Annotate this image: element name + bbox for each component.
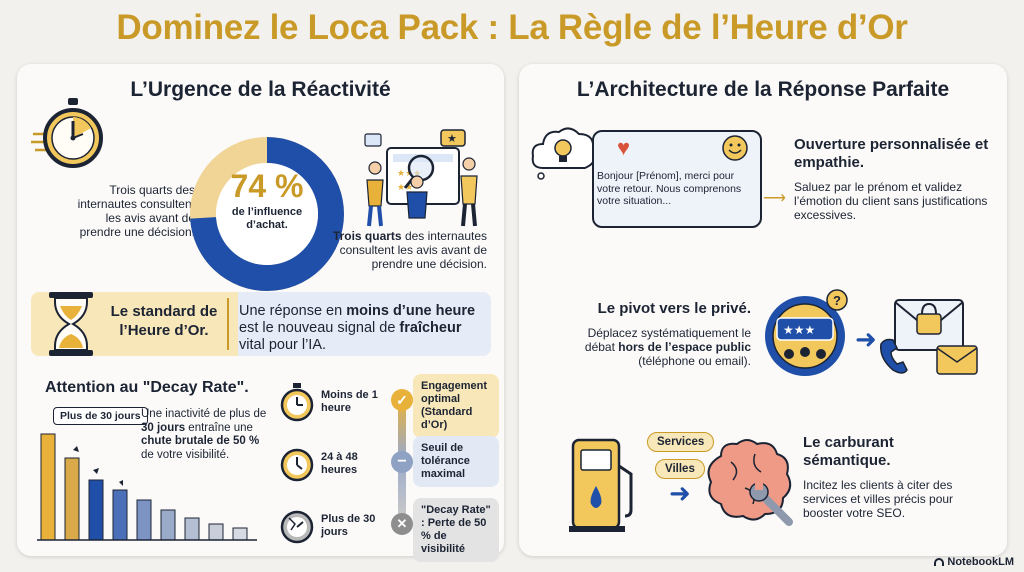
tag-villes: Villes — [655, 459, 705, 479]
clock-icon — [280, 448, 314, 482]
people-reviewing-illustration: ★★★ ★★ ★ — [364, 129, 478, 227]
s1-title: Ouverture personnalisée et empathie. — [794, 136, 989, 171]
stat-value: 74 % — [230, 168, 304, 204]
timeline-status: Engagement optimal (Standard d’Or) — [413, 374, 499, 438]
gold-standard-divider — [227, 298, 229, 350]
timeline: Moins de 1 heure ✓ Engagement optimal (S… — [275, 374, 499, 562]
decay-text-1: Une inactivité de plus de — [141, 408, 267, 420]
svg-text:★: ★ — [447, 133, 457, 145]
timeline-status: "Decay Rate" : Perte de 50 % de visibili… — [413, 498, 499, 562]
stopwatch-icon — [31, 98, 103, 168]
arrow-right-icon: ⟶ — [763, 190, 786, 207]
s3-text: Incitez les clients à citer des services… — [803, 478, 954, 520]
decay-text-2: entraîne une — [185, 421, 253, 434]
timeline-time: Moins de 1 heure — [321, 389, 378, 414]
brand-name: NotebookLM — [947, 556, 1014, 568]
s2-text: Déplacez systématiquement le débat hors … — [569, 326, 751, 368]
x-icon: ✕ — [391, 513, 413, 535]
broken-clock-icon — [280, 510, 314, 544]
gold-text-3: vital pour l’IA. — [239, 337, 327, 353]
left-panel-title: L’Urgence de la Réactivité — [130, 78, 391, 101]
decay-text: Une inactivité de plus de 30 jours entra… — [141, 408, 269, 462]
fuel-pump-icon — [569, 438, 633, 532]
smiley-icon — [722, 135, 748, 161]
public-reviews-icon: ★★★ ? — [765, 289, 848, 376]
s1-text: Saluez par le prénom et validez l’émotio… — [794, 180, 988, 222]
timeline-row: Plus de 30 jours ✕ "Decay Rate" : Perte … — [275, 498, 499, 562]
arrow-right-icon: ➜ — [669, 478, 691, 508]
stat-right-bold: Trois quarts — [332, 229, 402, 243]
notebook-icon — [934, 558, 945, 566]
stat-left-text: Trois quarts des internautes consultent … — [77, 183, 195, 239]
stopwatch-icon — [280, 383, 314, 422]
timeline-row: 24 à 48 heures − Seuil de tolérance maxi… — [275, 436, 499, 490]
arrow-right-icon: ➜ — [855, 324, 877, 354]
right-panel-title: L’Architecture de la Réponse Parfaite — [576, 78, 950, 101]
decay-bar-chart — [37, 433, 257, 541]
stat-right-text: Trois quarts des internautes consultent … — [313, 229, 487, 271]
idea-cloud-icon — [531, 127, 596, 180]
svg-text:★★★: ★★★ — [783, 323, 815, 337]
gold-text-bold-2: fraîcheur — [399, 320, 462, 336]
gold-text-2: est le nouveau signal de — [239, 320, 400, 336]
heart-icon: ♥ — [617, 135, 631, 160]
stat-right-rest: des internautes consultent les avis avan… — [339, 229, 487, 271]
gold-text-bold-1: moins d’une heure — [346, 303, 476, 319]
hourglass-icon — [49, 292, 93, 356]
brand-logo: NotebookLM — [934, 556, 1014, 568]
gold-standard-label: Le standard de l’Heure d’Or. — [110, 303, 218, 339]
decay-text-3: de votre visibilité. — [141, 448, 230, 461]
left-panel: L’Urgence de la Réactivité Trois quarts … — [17, 64, 504, 562]
private-contact-icon — [880, 299, 978, 375]
decay-text-bold-2: chute brutale de 50 % — [141, 435, 260, 447]
stat-caption: de l’influence d’achat. — [231, 206, 303, 231]
gold-standard-text: Une réponse en moins d’une heure est le … — [239, 303, 489, 354]
s2-text-2: (téléphone ou email). — [638, 354, 751, 368]
timeline-time: Plus de 30 jours — [321, 513, 376, 538]
s2-text-1: Déplacez systématiquement le débat — [584, 326, 751, 354]
tag-services: Services — [647, 432, 715, 452]
timeline-status: Seuil de tolérance maximal — [413, 436, 499, 487]
s3-title: Le carburant sémantique. — [803, 434, 894, 469]
reply-bubble-text: Bonjour [Prénom], merci pour votre retou… — [597, 170, 742, 207]
s2-text-bold: hors de l’espace public — [618, 340, 751, 354]
decay-badge: Plus de 30 jours — [53, 407, 148, 425]
s2-title: Le pivot vers le privé. — [597, 300, 751, 317]
timeline-row: Moins de 1 heure ✓ Engagement optimal (S… — [275, 374, 499, 438]
minus-icon: − — [391, 451, 413, 473]
timeline-time: 24 à 48 heures — [321, 451, 358, 476]
gold-standard-bar — [31, 292, 491, 356]
decay-title: Attention au "Decay Rate". — [45, 379, 249, 396]
page-title: Dominez le Loca Pack : La Règle de l’Heu… — [116, 8, 908, 47]
svg-text:?: ? — [833, 293, 841, 308]
right-panel: L’Architecture de la Réponse Parfaite ♥ … — [519, 64, 1007, 556]
decay-text-bold-1: 30 jours — [141, 421, 186, 434]
check-icon: ✓ — [391, 389, 413, 411]
brain-wrench-icon — [707, 439, 793, 526]
gold-text-1: Une réponse en — [239, 303, 347, 319]
stat-donut — [190, 137, 344, 291]
